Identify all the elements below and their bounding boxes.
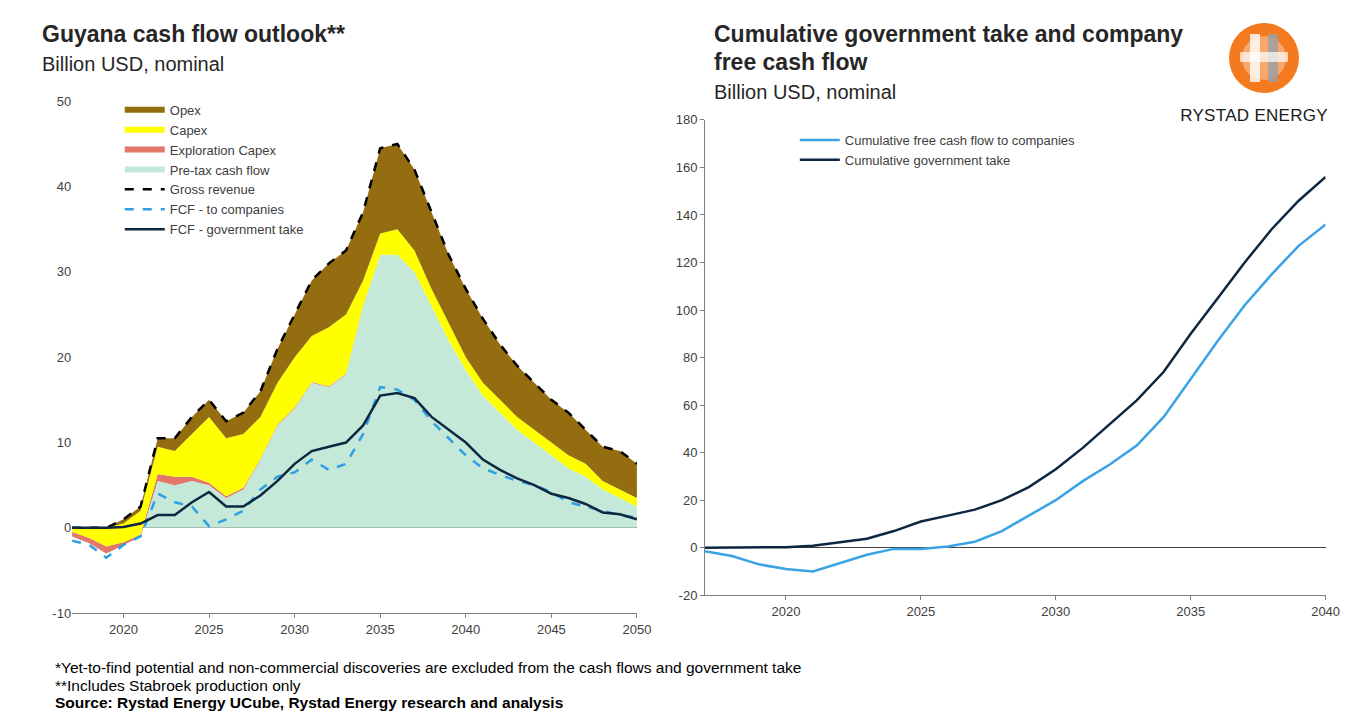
svg-text:Opex: Opex [170,103,202,118]
svg-text:80: 80 [683,350,697,365]
svg-text:40: 40 [57,179,71,194]
svg-text:20: 20 [57,350,71,365]
html-text:Source: Rystad Energy UCube, R: Source: Rystad Energy UCube, Rystad Ener… [55,694,564,711]
svg-text:-10: -10 [52,606,71,621]
svg-text:2050: 2050 [622,622,651,637]
html-text:**Includes Stabroek production: **Includes Stabroek production only [55,676,301,694]
svg-text:40: 40 [683,445,697,460]
svg-text:10: 10 [57,435,71,450]
svg-text:2025: 2025 [195,622,224,637]
svg-text:2030: 2030 [1041,604,1070,619]
svg-text:2035: 2035 [1176,604,1205,619]
svg-text:2035: 2035 [366,622,395,637]
svg-text:60: 60 [683,398,697,413]
svg-text:120: 120 [676,255,698,270]
svg-text:Gross revenue: Gross revenue [170,182,255,197]
svg-text:Capex: Capex [170,123,208,138]
svg-text:2020: 2020 [109,622,138,637]
svg-text:2040: 2040 [1311,604,1340,619]
svg-text:30: 30 [57,264,71,279]
html-text:Guyana cash flow outlook**: Guyana cash flow outlook** [42,21,345,47]
svg-text:FCF - to companies: FCF - to companies [170,202,285,217]
svg-text:Exploration Capex: Exploration Capex [170,143,277,158]
svg-text:140: 140 [676,208,698,223]
svg-text:Cumulative government take: Cumulative government take [845,153,1010,168]
svg-text:50: 50 [57,94,71,109]
svg-text:-20: -20 [679,588,698,603]
svg-text:FCF - government take: FCF - government take [170,222,304,237]
svg-text:160: 160 [676,160,698,175]
svg-text:180: 180 [676,112,698,127]
svg-text:2020: 2020 [771,604,800,619]
html-text:Cumulative government take and: Cumulative government take and company f… [714,21,1184,75]
html-text:RYSTAD ENERGY: RYSTAD ENERGY [1180,106,1328,125]
svg-text:0: 0 [690,540,697,555]
svg-text:2025: 2025 [906,604,935,619]
svg-text:20: 20 [683,493,697,508]
html-text:Billion USD, nominal: Billion USD, nominal [714,81,897,103]
svg-text:Pre-tax cash flow: Pre-tax cash flow [170,162,270,177]
html-text:*Yet-to-find potential and non: *Yet-to-find potential and non-commercia… [55,659,802,676]
svg-text:2045: 2045 [537,622,566,637]
html-text:Billion USD, nominal: Billion USD, nominal [42,53,225,75]
svg-text:2040: 2040 [451,622,480,637]
svg-text:0: 0 [64,520,71,535]
svg-text:Cumulative free cash flow to c: Cumulative free cash flow to companies [845,133,1075,148]
svg-text:2030: 2030 [280,622,309,637]
svg-text:100: 100 [676,303,698,318]
